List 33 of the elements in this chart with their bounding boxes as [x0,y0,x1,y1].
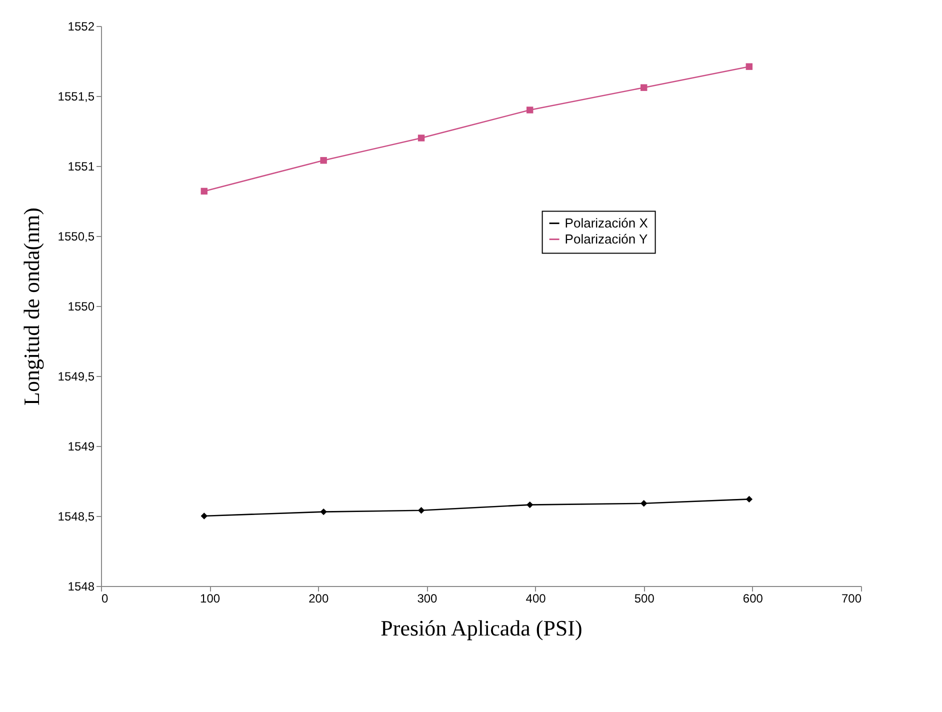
y-axis-title: Longitud de onda(nm) [18,208,44,406]
x-tick-label: 100 [200,592,220,606]
x-tick-label: 300 [417,592,438,606]
legend-label: Polarización X [564,215,648,230]
x-tick-label: 600 [742,592,764,606]
y-tick-label: 1550 [68,300,95,314]
y-tick-label: 1551 [68,160,95,174]
point [640,500,648,507]
point [418,507,425,514]
point [320,157,327,164]
point [200,188,208,195]
point [640,84,648,91]
y-tick-label: 1548,5 [58,510,95,524]
point [746,63,753,70]
y-tick-label: 1551,5 [58,90,95,104]
x-tick-label: 700 [841,592,862,606]
x-tick-label: 0 [102,592,108,606]
point [746,496,753,503]
x-tick-label: 500 [634,592,655,606]
y-tick-label: 1549,5 [58,370,95,384]
point [526,106,534,114]
y-tick-label: 1552 [68,20,95,34]
point [200,512,208,520]
point [526,501,534,508]
y-tick-label: 1548 [68,580,95,594]
x-tick-label: 400 [526,592,546,606]
point [320,508,327,516]
legend-label: Polarización Y [564,231,648,246]
y-tick-label: 1550,5 [58,230,95,244]
point [418,134,425,142]
y-tick-label: 1549 [68,440,95,454]
x-axis-title: Presión Aplicada (PSI) [380,616,582,640]
x-tick-label: 200 [308,592,329,606]
